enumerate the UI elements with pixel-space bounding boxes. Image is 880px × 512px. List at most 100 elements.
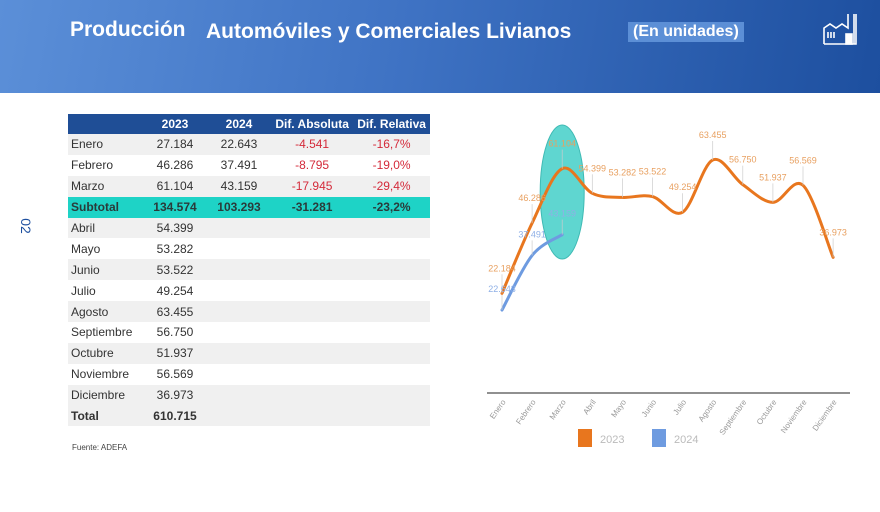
data-label: 37.491 — [518, 229, 546, 239]
production-table: 2023 2024 Dif. Absoluta Dif. Relativa En… — [68, 114, 430, 427]
x-tick-label: Enero — [488, 398, 508, 421]
x-tick-label: Diciembre — [811, 398, 839, 433]
month-cell: Junio — [68, 259, 143, 281]
value-2023: 610.715 — [143, 405, 207, 427]
factory-icon — [823, 14, 857, 45]
header-banner: Producción Automóviles y Comerciales Liv… — [0, 0, 880, 93]
x-tick-label: Abril — [581, 398, 598, 416]
dif-absoluta — [271, 405, 354, 427]
col-month — [68, 114, 143, 134]
x-tick-label: Octubre — [755, 398, 779, 427]
value-2024 — [207, 301, 271, 323]
month-cell: Abril — [68, 217, 143, 239]
table-row: Junio 53.522 — [68, 259, 430, 281]
table-row: Julio 49.254 — [68, 280, 430, 301]
month-cell: Febrero — [71, 158, 114, 173]
series-line-2024 — [500, 233, 564, 312]
value-2024: 22.643 — [207, 134, 271, 155]
table-row: Diciembre 36.973 — [68, 384, 430, 406]
x-tick-label: Septiembre — [718, 398, 749, 437]
table-row: Mayo 53.282 — [68, 238, 430, 259]
value-2024 — [207, 342, 271, 364]
legend-swatch-2023 — [578, 429, 592, 447]
data-label: 63.455 — [699, 130, 727, 140]
dif-relativa — [353, 217, 430, 239]
dif-absoluta — [271, 217, 354, 239]
dif-relativa: -29,4% — [353, 175, 430, 197]
x-tick-label: Noviembre — [779, 398, 809, 435]
dif-relativa — [353, 405, 430, 427]
month-cell: Diciembre — [68, 384, 143, 406]
value-2023: 54.399 — [143, 217, 207, 239]
value-2023: 53.282 — [156, 241, 194, 256]
value-2024 — [207, 405, 271, 427]
dif-relativa — [353, 259, 430, 281]
value-2024 — [207, 259, 271, 281]
title-produccion: Producción — [70, 18, 186, 41]
dif-absoluta — [271, 259, 354, 281]
x-tick-label: Julio — [671, 398, 688, 417]
dif-relativa: -23,2% — [353, 196, 430, 218]
data-label: 36.973 — [819, 227, 847, 237]
value-2023: 27.184 — [143, 134, 207, 155]
table-row: Noviembre 56.569 — [68, 364, 430, 385]
series-line-2023 — [500, 157, 835, 295]
dif-absoluta: -17.945 — [271, 175, 354, 197]
value-2023: 46.286 — [156, 158, 194, 173]
unit-badge: (En unidades) — [628, 22, 744, 42]
table-row: Septiembre 56.750 — [68, 322, 430, 343]
x-tick-label: Marzo — [548, 398, 568, 422]
table-header: 2023 2024 Dif. Absoluta Dif. Relativa — [68, 114, 430, 134]
x-tick-label: Junio — [640, 398, 659, 419]
data-label: 53.522 — [639, 167, 667, 177]
title-subject: Automóviles y Comerciales Livianos — [206, 20, 572, 43]
dif-relativa — [353, 301, 430, 323]
data-label: 61.104 — [548, 139, 576, 149]
value-2023: 134.574 — [143, 196, 207, 218]
highlight-ellipse — [539, 124, 585, 260]
dif-absoluta: -31.281 — [271, 196, 354, 218]
col-dif-absoluta: Dif. Absoluta — [271, 114, 354, 134]
subtotal-row: Subtotal 134.574 103.293 -31.281 -23,2% — [68, 196, 430, 218]
dif-absoluta: -8.795 — [295, 158, 330, 173]
table-row: Abril 54.399 — [68, 217, 430, 239]
value-2024 — [207, 217, 271, 239]
legend-swatch-2024 — [652, 429, 666, 447]
value-2023: 56.569 — [156, 367, 194, 382]
data-label: 49.254 — [669, 182, 697, 192]
col-dif-relativa: Dif. Relativa — [353, 114, 430, 134]
value-2023: 56.750 — [156, 325, 194, 340]
total-row: Total 610.715 — [68, 405, 430, 427]
data-label: 53.282 — [609, 167, 637, 177]
value-2023: 61.104 — [143, 175, 207, 197]
month-cell: Subtotal — [68, 196, 143, 218]
source-note: Fuente: ADEFA — [72, 443, 128, 452]
table-row: Enero 27.184 22.643 -4.541 -16,7% — [68, 134, 430, 155]
month-cell: Septiembre — [71, 325, 133, 340]
data-label: 51.937 — [759, 172, 787, 182]
value-2024 — [207, 384, 271, 406]
data-label: 56.750 — [729, 155, 757, 165]
dif-relativa — [353, 384, 430, 406]
dif-relativa — [353, 342, 430, 364]
table-row: Febrero 46.286 37.491 -8.795 -19,0% — [68, 155, 430, 176]
data-label: 56.569 — [789, 155, 817, 165]
col-2024: 2024 — [207, 114, 271, 134]
value-2023: 36.973 — [143, 384, 207, 406]
dif-relativa: -19,0% — [372, 158, 411, 173]
data-label: 22.184 — [488, 263, 516, 273]
month-cell: Marzo — [68, 175, 143, 197]
month-cell: Agosto — [68, 301, 143, 323]
table-row: Marzo 61.104 43.159 -17.945 -29,4% — [68, 175, 430, 197]
data-label: 46.286 — [518, 193, 546, 203]
data-label: 54.399 — [579, 163, 607, 173]
month-cell: Mayo — [71, 241, 101, 256]
dif-absoluta — [271, 384, 354, 406]
value-2023: 51.937 — [143, 342, 207, 364]
month-cell: Octubre — [68, 342, 143, 364]
legend-label: 2024 — [674, 434, 698, 446]
x-tick-label: Febrero — [514, 398, 538, 427]
month-cell: Total — [68, 405, 143, 427]
data-label: 22.643 — [488, 284, 516, 294]
